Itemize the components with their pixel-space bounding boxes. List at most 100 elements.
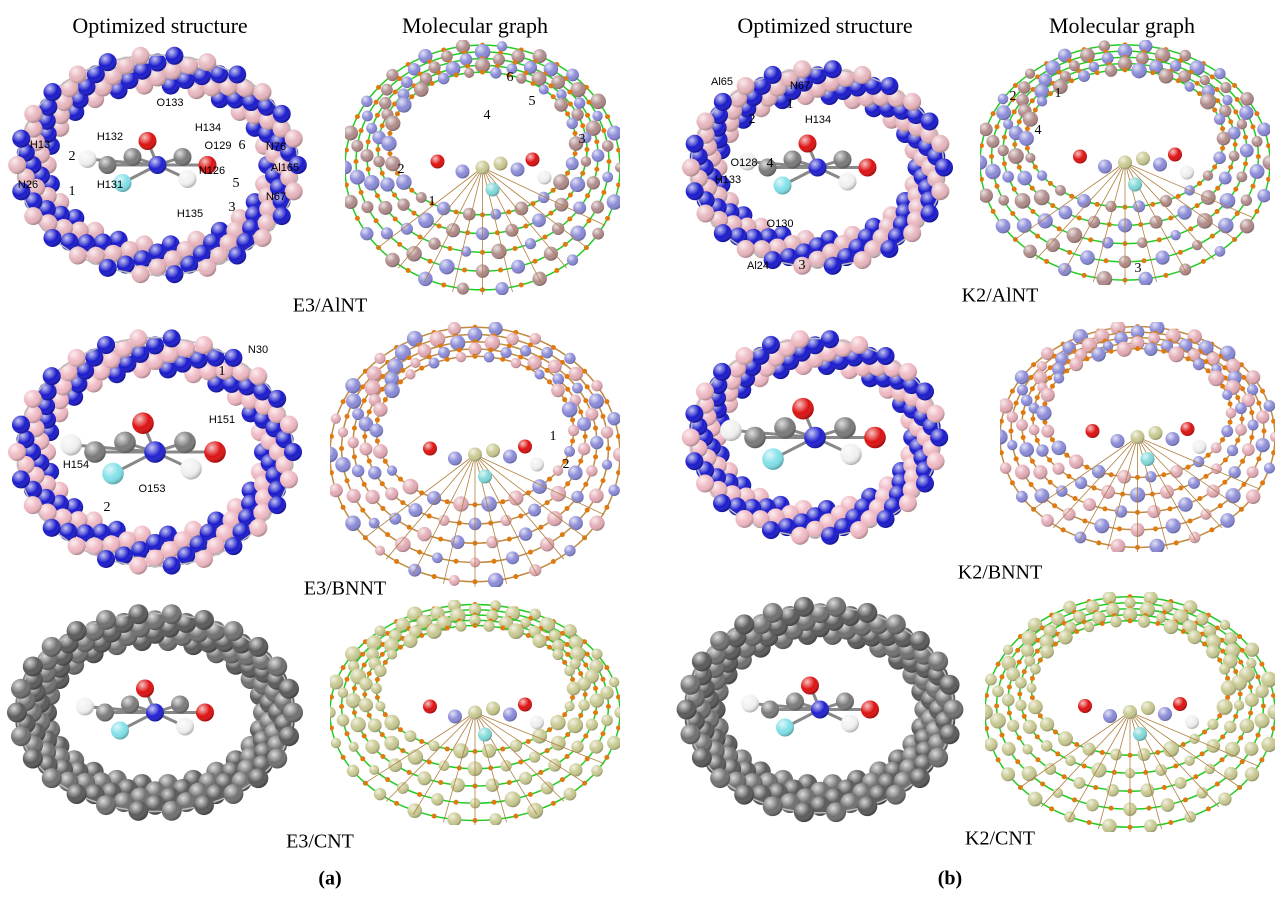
atom-shade [273,207,291,225]
critical-point [367,409,372,414]
atom-shade [488,573,503,588]
atom-shade [1144,819,1157,832]
critical-point [1000,733,1005,738]
critical-point [1102,506,1107,511]
atom-shade [1217,699,1233,715]
critical-point [429,81,434,86]
atom-shade [1058,263,1071,276]
atom-shade [453,496,468,511]
atom-shade [1033,465,1047,479]
critical-point [1181,629,1186,634]
atom-shade [1069,357,1083,371]
critical-point [374,100,379,105]
critical-point [1030,676,1035,681]
atom-shade [1023,720,1037,734]
critical-point [500,357,505,362]
atom-shade [511,163,525,177]
image [675,592,965,827]
critical-point [1033,164,1038,169]
atom-shade [1261,737,1276,752]
atom-shade [1117,342,1132,357]
bond-number: 2 [69,149,76,164]
atom-shade [407,803,422,818]
critical-point [585,113,590,118]
atom-shade [1028,700,1043,715]
atom-shade [776,719,794,737]
image [338,39,625,295]
atom-shade [696,475,714,493]
critical-point [354,159,359,164]
atom-shade [1179,263,1191,275]
atom-shade [992,429,1007,444]
atom-label: H131 [97,179,123,191]
atom-shade [1189,532,1200,543]
atom-shade [744,427,766,449]
bond-number: 1 [69,184,76,199]
critical-point [1220,146,1225,151]
critical-point [605,216,610,221]
atom-shade [592,111,602,121]
atom-shade [977,704,993,720]
critical-point [1256,401,1261,406]
critical-point [339,704,344,709]
atom-shade [162,801,182,821]
critical-point [1017,119,1022,124]
atom-shade [1219,664,1230,675]
atom-shade [249,519,267,537]
critical-point [1181,742,1186,747]
critical-point [547,477,552,482]
atom-shade [79,150,97,168]
critical-point [570,677,575,682]
atom-shade [484,352,495,363]
critical-point [1168,820,1173,825]
critical-point [488,347,493,352]
critical-point [1262,429,1267,434]
atom-shade [548,359,562,373]
atom-shade [1002,171,1014,183]
atom-shade [1160,195,1172,207]
atom-shade [528,504,541,517]
atom-shade [1227,445,1238,456]
atom-shade [410,358,420,368]
atom-shade [378,201,392,215]
bond-number: 1 [550,429,557,444]
critical-point [360,508,365,513]
critical-point [1176,78,1181,83]
atom-shade [348,437,359,448]
critical-point [345,414,350,419]
atom-shade [1015,700,1026,711]
atom-shade [344,195,358,209]
critical-point [1014,456,1019,461]
critical-point [1240,386,1245,391]
critical-point [1002,135,1007,140]
critical-point [1109,349,1114,354]
critical-point [1256,456,1261,461]
atom-shade [859,159,877,177]
critical-point [583,662,588,667]
critical-point [1155,750,1160,755]
atom-shade [1218,218,1233,233]
critical-point [387,151,392,156]
atom-shade [423,700,437,714]
atom-shade [482,744,496,758]
atom-label: N76 [266,141,286,153]
critical-point [380,171,385,176]
atom-shade [587,176,600,189]
bond-number: 1 [787,97,794,112]
atom-shade [538,171,552,185]
atom-shade [1002,694,1015,707]
atom-shade [1144,343,1157,356]
atom-shade [1255,713,1270,728]
atom-shade [916,382,934,400]
critical-point [1228,119,1233,124]
atom-shade [1035,488,1050,503]
atom-shade [1069,454,1084,469]
atom-shade [1015,193,1031,209]
critical-point [362,692,367,697]
critical-point [1030,98,1035,103]
image [680,325,950,550]
atom-shade [1016,419,1028,431]
critical-point [1055,751,1060,756]
atom-shade [1029,424,1040,435]
critical-point [542,235,547,240]
